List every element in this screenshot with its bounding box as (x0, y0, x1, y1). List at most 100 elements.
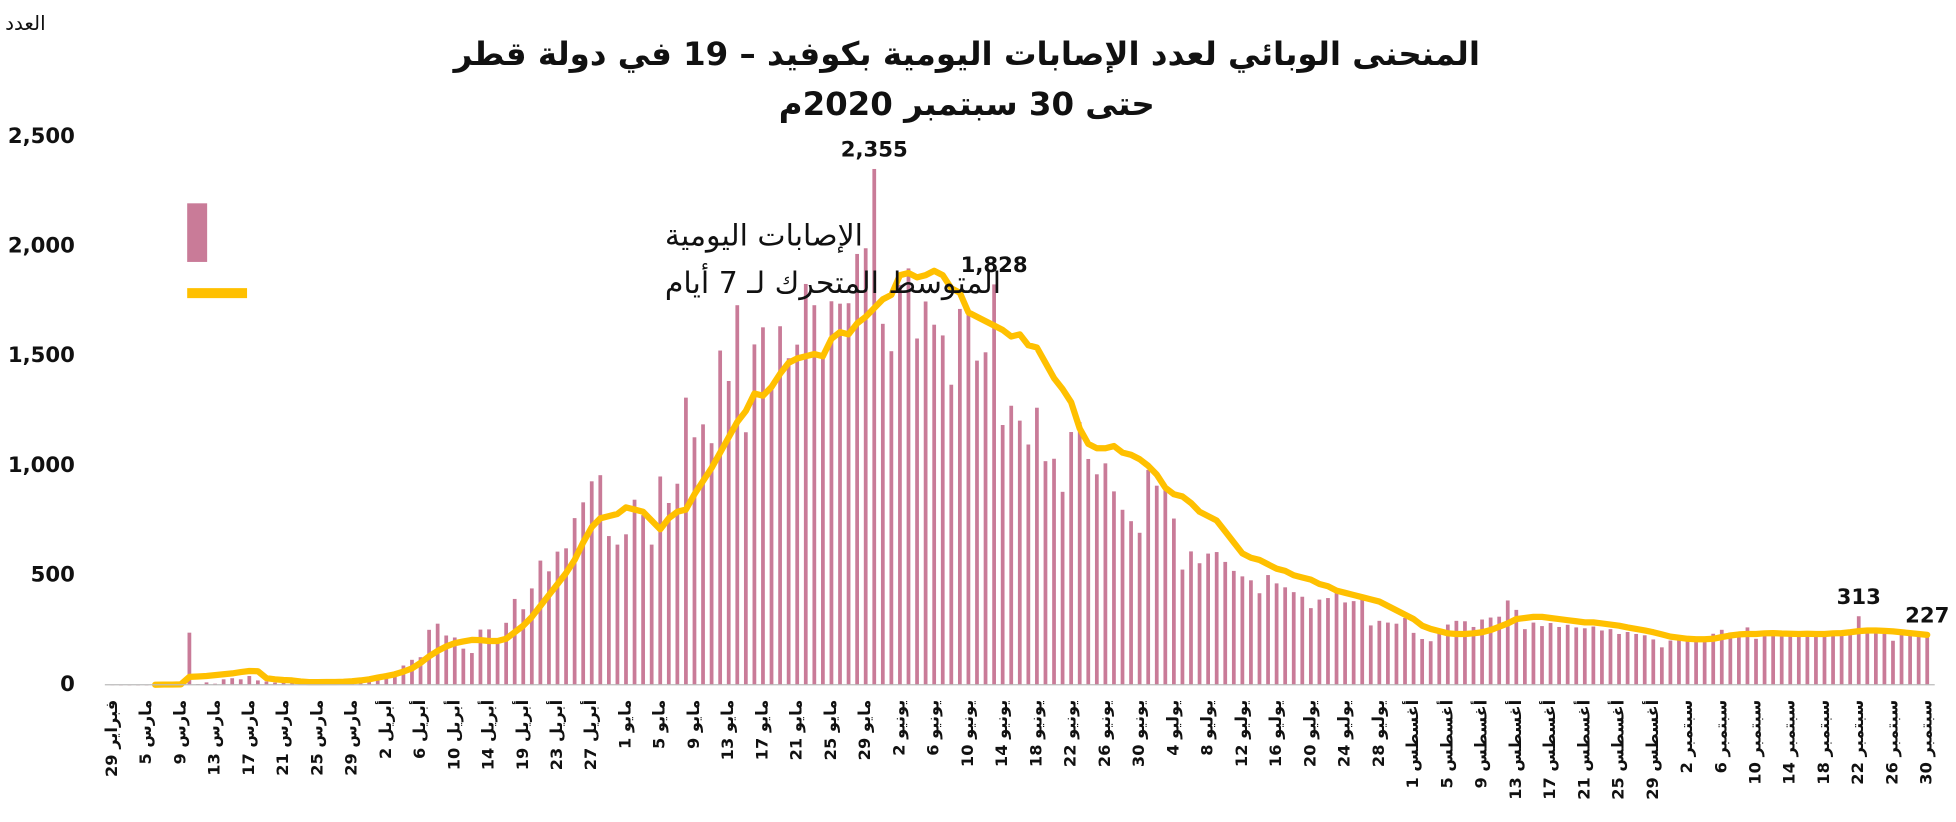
x-tick-label: 1 مايو (615, 700, 634, 749)
bar (1060, 491, 1065, 685)
bar (418, 657, 423, 685)
bar (1796, 633, 1801, 685)
bar (1377, 620, 1382, 685)
bar (666, 502, 671, 685)
bar (649, 544, 654, 685)
bar (743, 432, 748, 685)
x-tick-label: 21 مايو (787, 700, 806, 761)
x-tick-label: 13 مايو (718, 700, 737, 761)
x-tick-label: 9 مارس (170, 700, 189, 765)
bar (1283, 587, 1288, 685)
y-tick-label: 2,000 (8, 233, 75, 258)
bar (1814, 632, 1818, 685)
bar (1882, 631, 1887, 685)
bar (1394, 623, 1399, 685)
bar (1052, 458, 1056, 685)
chart-title: المنحنى الوبائي لعدد الإصابات اليومية بك… (452, 35, 1480, 73)
bar (1189, 551, 1193, 685)
bar (1257, 593, 1262, 685)
x-tick-label: 26 سبتمبر (1882, 700, 1901, 785)
data-label: 227 (1905, 603, 1949, 628)
bar (1523, 629, 1527, 685)
bar (1754, 638, 1758, 685)
x-tick-label: 25 أغسطس (1608, 700, 1628, 800)
y-tick-label: 1,000 (8, 452, 75, 477)
bar (949, 384, 954, 685)
bar (1805, 632, 1810, 685)
bar (1728, 632, 1733, 685)
bar (478, 629, 483, 685)
bar (589, 481, 594, 685)
y-tick-label: 1,500 (8, 342, 75, 367)
bar (221, 679, 226, 685)
bar (1231, 570, 1236, 685)
bar (1386, 622, 1390, 685)
bar (1308, 608, 1313, 685)
bar (1531, 622, 1536, 685)
bar (975, 360, 979, 685)
x-tick-label: 23 أبريل (546, 700, 566, 770)
bar (504, 622, 509, 685)
bar (401, 665, 406, 685)
bar (803, 283, 808, 685)
bar (1326, 598, 1330, 685)
bar (1240, 576, 1245, 685)
bar (615, 544, 620, 685)
x-tick-label: 2 سبتمبر (1677, 700, 1696, 774)
bar (1274, 583, 1279, 685)
x-tick-label: 2 أبريل (375, 700, 395, 759)
bar (1565, 624, 1570, 685)
x-tick-label: 2 يونيو (889, 700, 908, 756)
bar (1086, 458, 1091, 685)
x-tick-label: 26 يونيو (1095, 700, 1114, 767)
bar (204, 682, 209, 685)
bar (572, 518, 577, 685)
bar (1120, 509, 1125, 685)
bar (769, 385, 774, 685)
bar (1411, 632, 1416, 685)
bar (1608, 629, 1613, 685)
bar (1839, 635, 1844, 685)
bar (264, 681, 269, 685)
x-tick-label: 10 يونيو (958, 700, 977, 767)
bar (1745, 627, 1750, 685)
bar (923, 301, 928, 685)
bar (992, 284, 996, 685)
bar (512, 598, 517, 685)
x-tick-label: 16 يوليو (1266, 700, 1285, 767)
bar (1428, 641, 1433, 685)
x-tick-label: 29 فبراير (102, 700, 121, 777)
bar (1129, 521, 1133, 685)
bar (1249, 580, 1253, 685)
bar (538, 560, 543, 685)
chart-subtitle: حتى 30 سبتمبر 2020م (779, 85, 1155, 123)
bar (1206, 553, 1210, 685)
x-tick-label: 22 سبتمبر (1848, 700, 1867, 785)
bar (1077, 422, 1082, 685)
bar (1856, 616, 1861, 685)
bar (726, 380, 731, 685)
x-tick-label: 5 أغسطس (1436, 700, 1456, 789)
bar (1017, 420, 1022, 685)
bar (1488, 617, 1493, 685)
x-tick-label: 6 يونيو (924, 700, 943, 756)
bar (1711, 633, 1716, 685)
x-tick-label: 5 مارس (136, 700, 155, 765)
x-tick-label: 17 مايو (752, 700, 771, 761)
bar (684, 397, 688, 685)
bar (1334, 590, 1339, 685)
bar (1291, 592, 1296, 685)
bar (735, 305, 740, 685)
bar (1788, 635, 1793, 685)
y-tick-label: 2,500 (8, 123, 75, 148)
bar (1026, 444, 1031, 685)
bar (1642, 635, 1647, 685)
bar (846, 303, 851, 685)
bar (1180, 569, 1185, 685)
bar (1702, 636, 1707, 685)
x-tick-label: 29 مارس (342, 700, 361, 776)
bar (1540, 626, 1544, 685)
bar (1719, 629, 1724, 685)
y-tick-label: 500 (31, 561, 75, 586)
bar (1514, 609, 1519, 685)
